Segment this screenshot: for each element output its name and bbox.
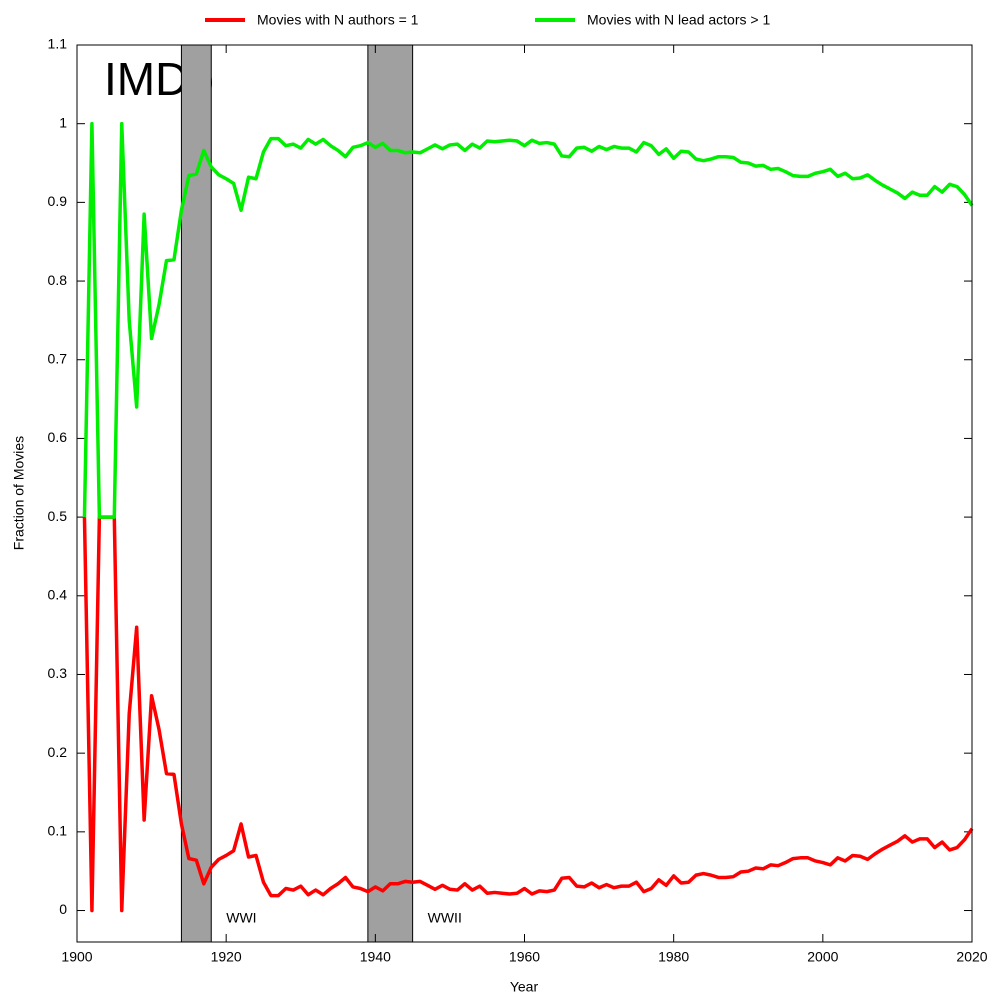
y-tick-label: 0.6 bbox=[48, 429, 68, 445]
legend-label: Movies with N authors = 1 bbox=[257, 12, 419, 28]
x-tick-label: 1960 bbox=[509, 949, 540, 965]
x-axis-label: Year bbox=[510, 979, 539, 995]
y-tick-label: 0.5 bbox=[48, 508, 68, 524]
legend-label: Movies with N lead actors > 1 bbox=[587, 12, 770, 28]
plot-frame bbox=[76, 44, 973, 943]
y-tick-label: 0.8 bbox=[48, 272, 68, 288]
x-tick-label: 1920 bbox=[211, 949, 242, 965]
y-tick-label: 0.4 bbox=[48, 586, 68, 602]
region-label: WWII bbox=[428, 910, 462, 926]
x-tick-label: 2000 bbox=[807, 949, 838, 965]
x-tick-label: 2020 bbox=[956, 949, 987, 965]
x-tick-label: 1900 bbox=[61, 949, 92, 965]
x-tick-label: 1940 bbox=[360, 949, 391, 965]
y-tick-label: 0.1 bbox=[48, 823, 68, 839]
y-axis-label: Fraction of Movies bbox=[11, 436, 27, 550]
y-tick-label: 0.2 bbox=[48, 744, 68, 760]
x-tick-label: 1980 bbox=[658, 949, 689, 965]
region-label: WWI bbox=[226, 910, 256, 926]
data-line bbox=[82, 515, 974, 913]
y-tick-label: 0 bbox=[59, 901, 67, 917]
y-tick-label: 0.9 bbox=[48, 193, 68, 209]
shaded-region bbox=[180, 44, 212, 943]
data-line bbox=[82, 121, 974, 519]
shaded-region bbox=[367, 44, 414, 943]
y-tick-label: 1 bbox=[59, 114, 67, 130]
y-tick-label: 0.7 bbox=[48, 350, 68, 366]
y-tick-label: 1.1 bbox=[48, 36, 68, 52]
y-tick-label: 0.3 bbox=[48, 665, 68, 681]
